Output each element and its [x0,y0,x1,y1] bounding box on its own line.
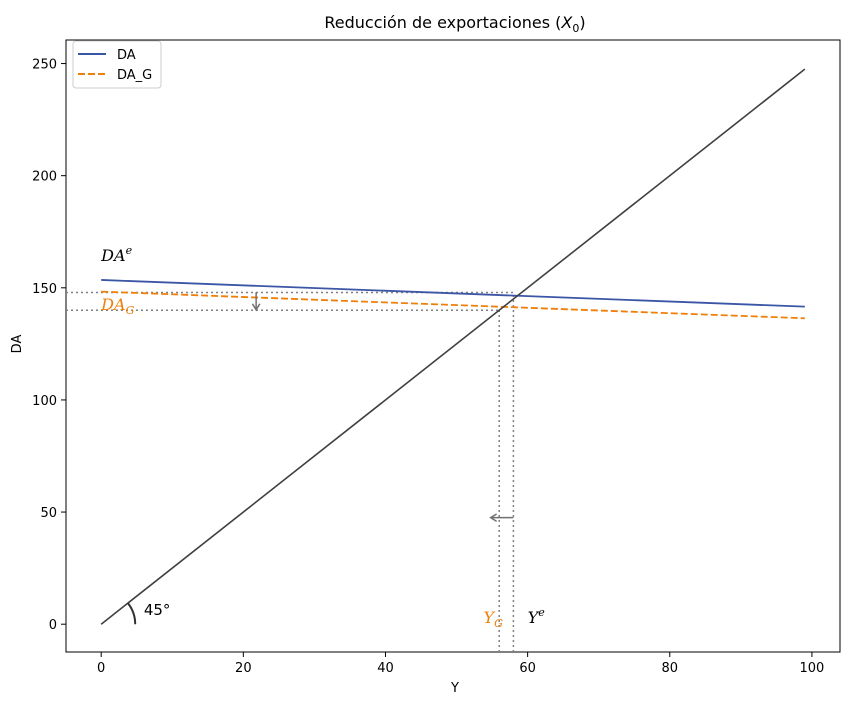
y-tick-label: 0 [49,618,57,633]
x-axis-label: Y [450,681,459,696]
series-line-da [101,279,805,308]
y-tick-label: 50 [40,506,57,521]
legend-da-label: DA [117,48,136,63]
x-tick-label: 100 [800,661,825,676]
y-axis-label: DA [10,335,25,354]
shift-arrow [489,513,514,522]
x-tick-label: 0 [97,661,105,676]
y-tick-label: 150 [32,282,57,297]
x-tick-label: 60 [519,661,536,676]
shift-arrow [251,292,261,312]
annotation-45-degree: 45° [144,601,171,619]
x-tick-label: 40 [377,661,394,676]
annotation-y-e: Ye [528,606,546,627]
x-tick-label: 20 [235,661,252,676]
axes-frame [65,39,841,653]
y-tick-label: 200 [32,170,57,185]
legend-dag-label: DA_G [117,68,152,83]
shift-arrow-head [489,513,498,522]
shift-arrow-head [251,303,261,312]
annotation-y-g: YG [484,608,504,630]
y-tick-label: 100 [32,394,57,409]
x-tick-label: 80 [662,661,679,676]
y-tick-label: 250 [32,58,57,73]
legend: DA DA_G [72,40,162,89]
series-line-da-g [101,290,805,320]
plot-area: 0 20 40 60 80 100 0 50 100 150 200 250 DAe DAG YG Ye 45° [32,39,841,676]
annotation-da-g: DAG [100,295,134,317]
series-line-45-degree [100,68,806,625]
annotation-da-e: DAe [100,244,132,265]
legend-frame [72,40,162,89]
angle-arc [127,602,137,625]
chart-title: Reducción de exportaciones (X0) [324,13,585,35]
